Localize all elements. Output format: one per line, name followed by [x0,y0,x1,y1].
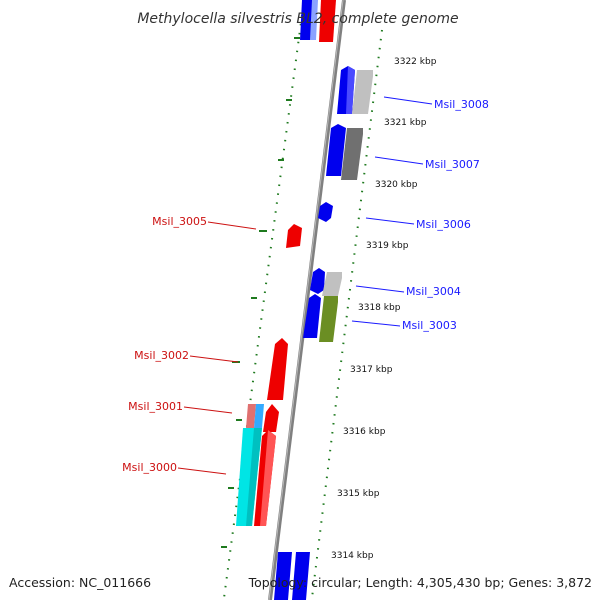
gene-bottom-blue-1 [274,552,292,600]
forward-label-pointers [351,96,433,327]
gene-msil-3001 [246,404,256,428]
gene-msil-3007 [326,124,346,176]
gene-msil-3004b [322,272,342,296]
gene-bottom-blue-2 [292,552,310,600]
gene-label-msil-3008: Msil_3008 [434,98,489,111]
gene-msil-3003b [319,296,338,342]
forward-strand-genes [274,0,373,600]
gene-label-msil-3007: Msil_3007 [425,158,480,171]
tick-label-3322: 3322 kbp [394,57,437,67]
gene-top-pink [310,0,318,40]
gene-label-msil-3006: Msil_3006 [416,218,471,231]
genome-backbone-highlight [268,0,344,600]
reverse-label-pointers [177,221,257,475]
gene-label-msil-3004: Msil_3004 [406,285,461,298]
gene-msil-3008-shade [346,66,355,114]
accession-text: Accession: NC_011666 [9,575,152,590]
tick-label-3320: 3320 kbp [375,180,418,190]
reverse-strand-genes [236,224,302,526]
tick-label-3315: 3315 kbp [337,489,380,499]
gene-label-msil-3005: Msil_3005 [152,215,207,228]
gene-msil-3002 [267,338,288,400]
gene-label-msil-3002: Msil_3002 [134,349,189,362]
reverse-gene-labels: Msil_3005 Msil_3002 Msil_3001 Msil_3000 [122,215,207,474]
gene-msil-3007b [341,128,363,180]
gene-msil-3006 [318,202,333,222]
gene-msil-3001-cyan [254,404,264,428]
forward-gene-labels: Msil_3008 Msil_3007 Msil_3006 Msil_3004 … [402,98,489,332]
gene-label-msil-3000: Msil_3000 [122,461,177,474]
gene-top-red [319,0,336,42]
tick-label-3317: 3317 kbp [350,365,393,375]
tick-label-3314: 3314 kbp [331,551,374,561]
tick-label-3319: 3319 kbp [366,241,409,251]
gene-msil-3000b-shade [260,430,276,526]
gene-msil-3004 [310,268,325,294]
tick-label-3321: 3321 kbp [384,118,427,128]
gene-label-msil-3001: Msil_3001 [128,400,183,413]
figure-title: Methylocella silvestris BL2, complete ge… [137,11,458,27]
tick-label-3316: 3316 kbp [343,427,386,437]
scale-tick-labels: 3322 kbp 3321 kbp 3320 kbp 3319 kbp 3318… [331,57,437,561]
gene-msil-3008b [352,70,373,114]
gene-msil-3001b [263,404,279,432]
tick-label-3318: 3318 kbp [358,303,401,313]
gene-label-msil-3003: Msil_3003 [402,319,457,332]
genome-summary-text: Topology: circular; Length: 4,305,430 bp… [248,575,592,590]
gene-msil-3005 [286,224,302,248]
gene-msil-3000-shade [246,428,262,526]
genome-backbone [268,0,346,600]
gene-msil-3003 [303,294,321,338]
